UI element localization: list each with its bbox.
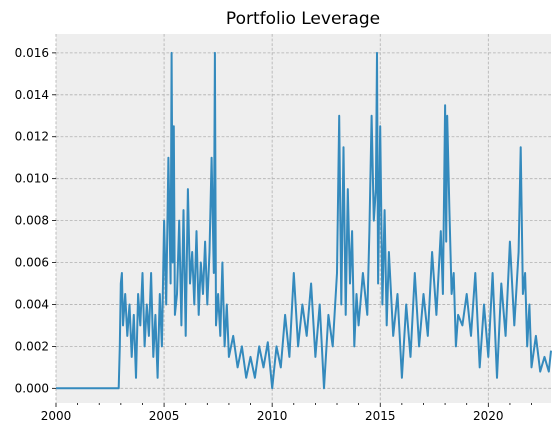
y-tick-label: 0.008 (15, 214, 49, 228)
y-tick-label: 0.014 (15, 88, 49, 102)
y-axis: 0.000 0.002 0.004 0.006 0.008 0.010 0.012 0.014… (15, 46, 56, 395)
y-tick-label: 0.012 (15, 130, 49, 144)
x-tick-label: 2000 (41, 409, 72, 423)
y-tick-label: 0.004 (15, 297, 49, 311)
series-line-0 (56, 51, 552, 390)
series-layer (56, 51, 552, 390)
x-tick-label: 2005 (149, 409, 180, 423)
plot-area (56, 34, 551, 403)
x-axis: 2000 2005 2010 2015 2020 (41, 403, 532, 423)
x-tick-label: 2020 (473, 409, 504, 423)
chart-title: Portfolio Leverage (226, 9, 380, 29)
x-tick-label: 2010 (257, 409, 288, 423)
y-tick-label: 0.000 (15, 381, 49, 395)
grid-lines (55, 34, 551, 403)
y-tick-label: 0.002 (15, 339, 49, 353)
x-tick-label: 2015 (365, 409, 396, 423)
y-tick-label: 0.010 (15, 172, 49, 186)
y-tick-label: 0.006 (15, 256, 49, 270)
y-tick-label: 0.016 (15, 46, 49, 60)
